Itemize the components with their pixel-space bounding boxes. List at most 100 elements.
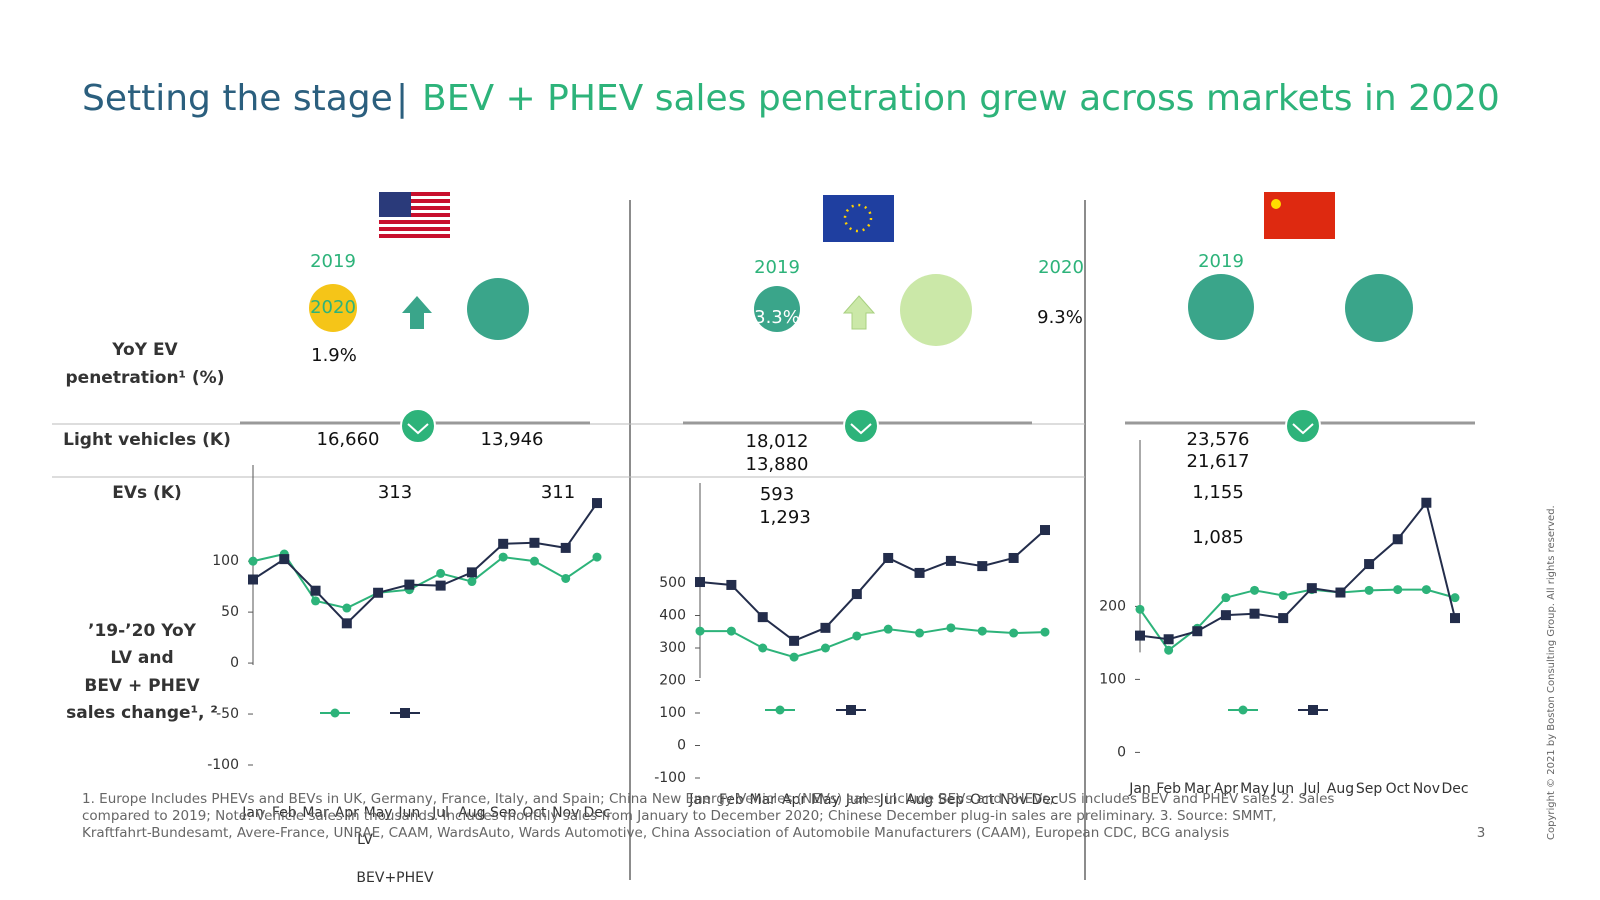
point <box>341 618 352 629</box>
point <box>1450 593 1460 603</box>
y-tick-label: 200 <box>659 673 686 689</box>
eu-flag <box>823 195 894 242</box>
light-vehicles-value: 21,617 <box>1187 451 1250 472</box>
series-line <box>252 552 598 610</box>
point <box>1392 534 1403 545</box>
x-tick-label: Mar <box>1184 781 1211 797</box>
point <box>592 498 602 509</box>
legend-label: LV <box>357 832 373 848</box>
x-tick-label: Nov <box>552 805 579 821</box>
year-label: 2020 <box>310 297 356 318</box>
point <box>248 574 258 585</box>
point <box>310 585 321 596</box>
point <box>1009 628 1019 638</box>
page-number: 3 <box>1477 825 1486 841</box>
point <box>279 554 290 565</box>
light-vehicles-value: 16,660 <box>317 429 380 450</box>
x-tick-label: Nov <box>1000 792 1027 808</box>
y-tick-label: 0 <box>1117 744 1126 760</box>
x-tick-label: Feb <box>272 805 297 821</box>
legend-marker <box>1308 705 1318 715</box>
point <box>1421 497 1432 508</box>
point <box>695 577 705 588</box>
point <box>1135 630 1145 641</box>
legend-label: BEV+PHEV <box>356 870 434 886</box>
point <box>1278 613 1289 624</box>
point <box>695 626 705 636</box>
footnote: Kraftfahrt-Bundesamt, Avere-France, UNRA… <box>82 825 1229 841</box>
point <box>789 635 800 646</box>
year-label: 2020 <box>1038 257 1084 278</box>
legend-marker <box>1238 705 1248 715</box>
title-lead: Setting the stage <box>82 78 393 119</box>
point <box>914 567 925 578</box>
x-tick-label: Oct <box>970 792 995 808</box>
point <box>1278 590 1288 600</box>
x-tick-label: Jan <box>241 805 264 821</box>
point <box>467 577 477 587</box>
y-tick-label: -50 <box>216 706 239 722</box>
point <box>820 622 831 633</box>
penetration-value: 1.9% <box>311 345 357 366</box>
light-vehicles-value: 13,946 <box>481 429 544 450</box>
point <box>1306 583 1317 594</box>
x-tick-label: Dec <box>1441 781 1468 797</box>
point <box>1163 634 1174 645</box>
legend-marker <box>775 705 785 715</box>
x-tick-label: Mar <box>302 805 329 821</box>
x-tick-label: Sep <box>1356 781 1383 797</box>
point <box>529 537 540 548</box>
point <box>758 643 768 653</box>
ev-value: 1,155 <box>1192 482 1244 503</box>
penetration-value: 9.3% <box>1037 307 1083 328</box>
point <box>1421 585 1431 595</box>
point <box>977 626 987 636</box>
point <box>1164 645 1174 655</box>
point <box>373 587 384 598</box>
series-line <box>1139 500 1456 641</box>
china-flag <box>1264 192 1335 239</box>
ev-value: 311 <box>541 482 575 503</box>
point <box>342 603 352 613</box>
point <box>726 579 737 590</box>
row-label: YoY EV <box>111 340 178 360</box>
legend-marker <box>400 708 410 718</box>
x-tick-label: Oct <box>1386 781 1411 797</box>
x-tick-label: Aug <box>1327 781 1354 797</box>
point <box>1008 552 1019 563</box>
point <box>1135 604 1145 614</box>
copyright: Copyright © 2021 by Boston Consulting Gr… <box>1546 505 1557 840</box>
point <box>436 568 446 578</box>
point <box>404 579 415 590</box>
point <box>789 652 799 662</box>
ev-value: 593 <box>760 484 794 505</box>
point <box>1335 587 1346 598</box>
x-tick-label: May <box>1240 781 1269 797</box>
row-label: BEV + PHEV <box>84 676 200 696</box>
y-tick-label: 0 <box>677 738 686 754</box>
point <box>1249 608 1260 619</box>
point <box>592 552 602 562</box>
x-tick-label: May <box>364 805 393 821</box>
point <box>1364 559 1375 570</box>
x-tick-label: Jul <box>431 805 449 821</box>
point <box>1250 585 1260 595</box>
y-tick-label: 100 <box>659 705 686 721</box>
x-tick-label: Sep <box>938 792 965 808</box>
point <box>560 542 571 553</box>
y-tick-label: 300 <box>659 640 686 656</box>
point <box>946 623 956 633</box>
x-tick-label: Mar <box>750 792 777 808</box>
point <box>1364 585 1374 595</box>
y-tick-label: 200 <box>1099 598 1126 614</box>
point <box>561 573 571 583</box>
x-tick-label: Dec <box>583 805 610 821</box>
x-tick-label: Nov <box>1413 781 1440 797</box>
x-tick-label: Apr <box>1214 781 1238 797</box>
x-tick-label: Jun <box>1271 781 1294 797</box>
y-tick-label: 100 <box>212 553 239 569</box>
point <box>1220 610 1231 621</box>
x-tick-label: Jul <box>1302 781 1320 797</box>
row-label: penetration¹ (%) <box>66 368 225 388</box>
